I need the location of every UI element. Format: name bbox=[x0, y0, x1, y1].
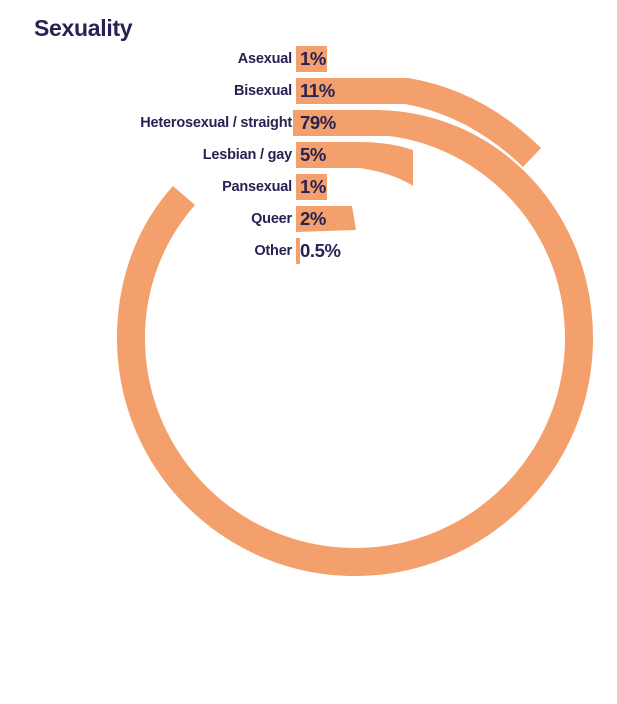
bar-row-value: 5% bbox=[300, 144, 326, 165]
bar-row: Heterosexual / straight 79% bbox=[0, 110, 617, 136]
bar-row-label: Pansexual bbox=[222, 179, 292, 195]
bar-row-value: 1% bbox=[300, 176, 326, 197]
bar-row: Pansexual 1% bbox=[0, 174, 617, 200]
bar-shape-lesbian-gay bbox=[296, 142, 413, 186]
bar-row: Other 0.5% bbox=[0, 238, 617, 264]
bar-row: Asexual 1% bbox=[0, 46, 617, 72]
bar-shape-other bbox=[296, 238, 300, 264]
bar-row-value: 0.5% bbox=[300, 240, 341, 261]
bar-row-label: Queer bbox=[251, 211, 292, 227]
bar-row: Bisexual 11% bbox=[0, 78, 617, 104]
bar-row-label: Asexual bbox=[237, 51, 292, 67]
bar-row-label: Lesbian / gay bbox=[202, 147, 292, 163]
bar-row-value: 79% bbox=[300, 112, 336, 133]
bar-row: Queer 2% bbox=[0, 206, 617, 232]
bar-shape-bisexual bbox=[296, 78, 541, 167]
bar-row-label: Other bbox=[254, 243, 292, 259]
bar-shape-pansexual bbox=[296, 174, 327, 200]
page-title: Sexuality bbox=[34, 15, 133, 41]
bar-row-value: 1% bbox=[300, 48, 326, 69]
bar-shape-asexual bbox=[296, 46, 327, 72]
bar-row-label: Bisexual bbox=[233, 83, 292, 99]
bar-row: Lesbian / gay 5% bbox=[0, 142, 617, 168]
bar-row-value: 2% bbox=[300, 208, 326, 229]
bar-row-value: 11% bbox=[300, 80, 335, 101]
bar-row-label: Heterosexual / straight bbox=[140, 115, 292, 131]
bar-shape-queer bbox=[296, 206, 356, 232]
